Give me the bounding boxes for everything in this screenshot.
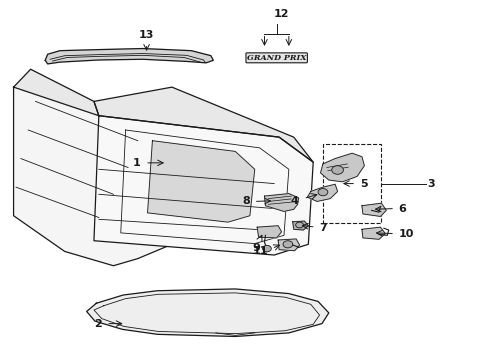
Text: 2: 2 <box>95 319 102 329</box>
Polygon shape <box>278 239 299 251</box>
Circle shape <box>318 189 328 196</box>
Polygon shape <box>147 141 255 222</box>
Polygon shape <box>362 203 386 216</box>
Polygon shape <box>94 116 313 255</box>
Polygon shape <box>257 226 282 238</box>
Text: 8: 8 <box>242 197 250 206</box>
Polygon shape <box>14 80 172 266</box>
Polygon shape <box>320 153 365 182</box>
Polygon shape <box>307 184 338 202</box>
Text: 9: 9 <box>253 243 261 252</box>
Text: 12: 12 <box>274 9 289 19</box>
Text: 10: 10 <box>398 229 414 239</box>
Text: 3: 3 <box>428 179 435 189</box>
Polygon shape <box>362 227 385 239</box>
Polygon shape <box>293 221 308 230</box>
Text: 7: 7 <box>319 223 327 233</box>
Circle shape <box>332 166 343 174</box>
Bar <box>323 144 381 223</box>
Polygon shape <box>45 49 213 64</box>
Text: GRAND PRIX: GRAND PRIX <box>247 54 306 62</box>
Polygon shape <box>14 69 99 116</box>
Text: 5: 5 <box>360 179 368 189</box>
Text: 13: 13 <box>139 30 154 40</box>
Circle shape <box>263 246 271 252</box>
Text: 6: 6 <box>398 203 406 213</box>
Text: 4: 4 <box>291 196 298 206</box>
Text: 1: 1 <box>132 158 140 168</box>
Polygon shape <box>265 194 298 211</box>
Polygon shape <box>87 289 329 337</box>
Polygon shape <box>94 87 313 162</box>
Circle shape <box>283 241 293 248</box>
Text: 11: 11 <box>253 246 269 256</box>
